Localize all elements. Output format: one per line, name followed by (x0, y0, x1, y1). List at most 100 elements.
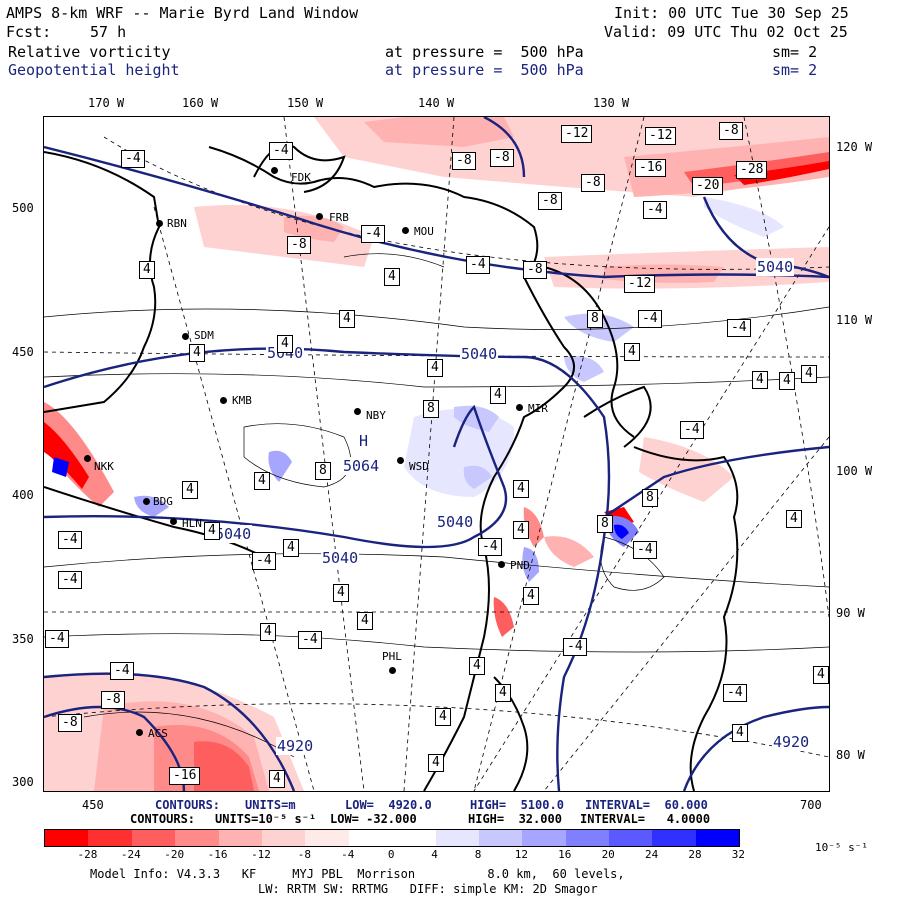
station-label: PND (510, 559, 530, 572)
height-contour-label: 5040 (460, 345, 499, 363)
vorticity-label: 4 (513, 521, 529, 539)
vorticity-label: -8 (538, 192, 562, 210)
height-contours-units: UNITS=m (245, 798, 296, 812)
vorticity-label: 4 (189, 344, 205, 362)
vorticity-label: 4 (624, 343, 640, 361)
vorticity-label: -12 (645, 127, 677, 145)
vorticity-label: -8 (490, 149, 514, 167)
lon-label-right: 120 W (836, 140, 873, 154)
grid-y-label: 400 (12, 488, 34, 502)
height-contour-label: 5040 (214, 525, 253, 543)
vorticity-label: 4 (139, 261, 155, 279)
station-marker (354, 408, 361, 415)
color-bar-tick-label: -12 (251, 848, 271, 861)
color-bar-tick-label: 12 (514, 848, 529, 861)
height-contour-label: 4920 (772, 733, 811, 751)
color-bar-swatch (261, 830, 306, 846)
grid-x-label: 450 (82, 798, 104, 812)
lon-label-right: 80 W (836, 748, 865, 762)
vorticity-label: -16 (169, 767, 201, 785)
vorticity-label: 4 (435, 708, 451, 726)
color-bar-tick-label: 0 (387, 848, 395, 861)
station-label: WSD (409, 460, 429, 473)
station-marker (136, 729, 143, 736)
map-svg (44, 117, 829, 791)
vorticity-label: 4 (384, 268, 400, 286)
vorticity-label: -4 (58, 531, 82, 549)
vorticity-label: 4 (277, 335, 293, 353)
vorticity-label: -4 (563, 638, 587, 656)
height-contour-label: 5064 (342, 457, 381, 475)
station-label: NBY (366, 409, 386, 422)
station-label: ACS (148, 727, 168, 740)
color-bar-units: 10⁻⁵ s⁻¹ (815, 841, 868, 854)
station-label: SDM (194, 329, 214, 342)
vorticity-label: 4 (357, 612, 373, 630)
color-bar-swatch (305, 830, 349, 846)
grid-y-label: 500 (12, 201, 34, 215)
height-contours-interval: INTERVAL= 60.000 (585, 798, 708, 812)
color-bar-swatch (695, 830, 740, 846)
vorticity-label: -28 (736, 161, 768, 179)
vorticity-label: 4 (801, 365, 817, 383)
color-bar-tick-label: 8 (474, 848, 482, 861)
station-marker (271, 167, 278, 174)
station-label: MOU (414, 225, 434, 238)
color-bar-tick-label: -20 (164, 848, 185, 861)
vorticity-label: -4 (110, 662, 134, 680)
vorticity-label: 4 (260, 623, 276, 641)
vorticity-label: -4 (638, 310, 662, 328)
color-bar-swatch (478, 830, 523, 846)
vorticity-label: 4 (254, 472, 270, 490)
color-bar-swatch (218, 830, 262, 846)
station-marker (143, 498, 150, 505)
station-label: FDK (291, 171, 311, 184)
map-panel: 5040 5040 5040 5040 5040 5064 5040 4920 … (43, 116, 830, 792)
vorticity-label: 4 (490, 386, 506, 404)
model-physics: LW: RRTM SW: RRTMG DIFF: simple KM: 2D S… (258, 882, 598, 896)
positive-vorticity-shading (52, 197, 784, 582)
station-label: NKK (94, 460, 114, 473)
vorticity-label: 4 (469, 657, 485, 675)
vorticity-label: 4 (523, 587, 539, 605)
lon-label-top: 130 W (593, 96, 630, 110)
lon-label-top: 160 W (182, 96, 219, 110)
height-contour-label: 5040 (266, 344, 305, 362)
color-bar-swatch (652, 830, 696, 846)
lon-label-top: 170 W (88, 96, 125, 110)
vorticity-label: 4 (428, 754, 444, 772)
map-title: AMPS 8-km WRF -- Marie Byrd Land Window (6, 4, 359, 22)
grid-y-label: 300 (12, 775, 34, 789)
coastline (44, 144, 739, 791)
grid-y-label: 350 (12, 632, 34, 646)
vorticity-label: -12 (624, 275, 656, 293)
color-bar-swatch (131, 830, 176, 846)
vorticity-label: -4 (727, 319, 751, 337)
field2-name: Geopotential height (8, 61, 180, 79)
color-bar-tick-label: 4 (431, 848, 438, 861)
model-info: Model Info: V4.3.3 KF MYJ PBL Morrison 8… (90, 867, 625, 881)
color-bar-tick-label: 20 (601, 848, 615, 861)
color-bar-tick-label: -4 (341, 848, 355, 861)
field2-level: at pressure = 500 hPa (385, 61, 584, 79)
vorticity-label: -4 (643, 201, 667, 219)
height-contour-label: 4920 (276, 737, 315, 755)
color-bar-swatch (609, 830, 653, 846)
color-bar-swatch (522, 830, 566, 846)
high-center-marker: H (358, 432, 370, 450)
station-label: HLN (182, 517, 202, 530)
vorticity-label: -4 (58, 571, 82, 589)
vort-contours-interval: INTERVAL= 4.0000 (580, 812, 711, 826)
forecast-hour: 57 h (90, 23, 127, 41)
vorticity-label: 4 (813, 666, 829, 684)
vorticity-label: -4 (269, 142, 293, 160)
field2-smooth: sm= 2 (772, 61, 818, 79)
station-label: BDG (153, 495, 173, 508)
vorticity-label: -4 (361, 225, 385, 243)
station-marker (182, 333, 189, 340)
vorticity-label: -4 (298, 631, 322, 649)
vorticity-label: 4 (204, 522, 220, 540)
vorticity-label: 4 (182, 481, 198, 499)
station-label: KMB (232, 394, 252, 407)
color-bar (44, 829, 741, 847)
